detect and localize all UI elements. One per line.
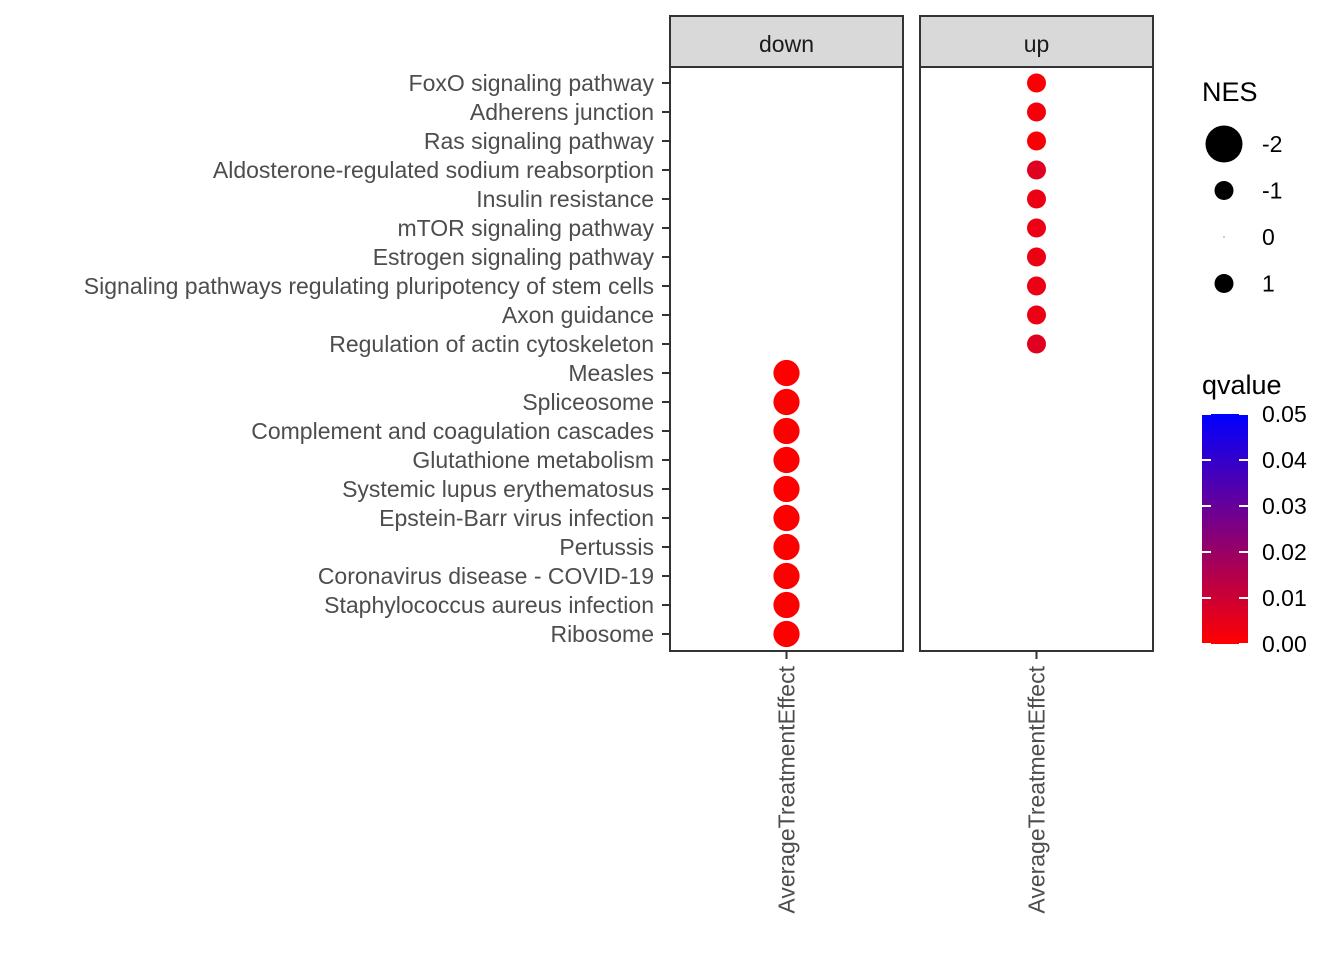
data-point bbox=[1027, 247, 1046, 267]
y-axis: FoxO signaling pathway Adherens junction R… bbox=[84, 70, 670, 647]
legend-size-key bbox=[1205, 125, 1243, 163]
y-tick-label: Staphylococcus aureus infection bbox=[324, 592, 654, 618]
legend-color-bar bbox=[1202, 414, 1248, 644]
data-point bbox=[773, 504, 800, 532]
legend-size-title: NES bbox=[1202, 77, 1258, 107]
y-tick-label: Pertussis bbox=[559, 534, 654, 560]
y-tick-label: mTOR signaling pathway bbox=[397, 215, 654, 241]
data-point bbox=[773, 533, 800, 561]
legend-color-label: 0.00 bbox=[1262, 631, 1307, 657]
y-tick-label: Adherens junction bbox=[470, 99, 654, 125]
x-tick-label: AverageTreatmentEffect bbox=[1024, 665, 1050, 913]
y-tick-label: Epstein-Barr virus infection bbox=[379, 505, 654, 531]
legend-size-label: -2 bbox=[1262, 131, 1282, 157]
data-point bbox=[773, 591, 800, 619]
y-tick-label: Insulin resistance bbox=[476, 186, 654, 212]
data-point bbox=[773, 620, 800, 648]
y-tick-label: Systemic lupus erythematosus bbox=[342, 476, 654, 502]
strip-label-up: up bbox=[1024, 31, 1050, 57]
data-point bbox=[1027, 160, 1046, 180]
data-point bbox=[773, 417, 800, 445]
legend-color-label: 0.05 bbox=[1262, 401, 1307, 427]
strip-up bbox=[919, 15, 1154, 68]
data-point bbox=[773, 475, 800, 503]
legend-color-label: 0.04 bbox=[1262, 447, 1307, 473]
legend-size-label: 0 bbox=[1262, 224, 1275, 250]
legend-size-key bbox=[1214, 181, 1234, 200]
y-tick-label: Glutathione metabolism bbox=[412, 447, 654, 473]
legend-color-label: 0.03 bbox=[1262, 493, 1307, 519]
x-tick-label: AverageTreatmentEffect bbox=[774, 665, 800, 913]
y-tick-label: Spliceosome bbox=[522, 389, 654, 415]
panel-background-up bbox=[920, 67, 1153, 651]
data-point bbox=[1027, 102, 1046, 122]
data-point bbox=[773, 359, 800, 387]
y-tick-label: Signaling pathways regulating pluripoten… bbox=[84, 273, 654, 299]
strip-down bbox=[669, 15, 904, 68]
facet-panels: down up bbox=[669, 15, 1154, 652]
data-point bbox=[1027, 305, 1046, 325]
y-tick-label: Regulation of actin cytoskeleton bbox=[329, 331, 654, 357]
data-points bbox=[773, 73, 1046, 648]
data-point bbox=[773, 388, 800, 416]
data-point bbox=[1027, 189, 1046, 209]
y-tick-label: Estrogen signaling pathway bbox=[373, 244, 655, 270]
y-tick-label: Aldosterone-regulated sodium reabsorptio… bbox=[213, 157, 654, 183]
legend-color-label: 0.02 bbox=[1262, 539, 1307, 565]
data-point bbox=[773, 446, 800, 474]
legend-size-key bbox=[1214, 274, 1234, 293]
y-tick-label: Ras signaling pathway bbox=[424, 128, 655, 154]
data-point bbox=[1027, 131, 1046, 151]
legend-color-label: 0.01 bbox=[1262, 585, 1307, 611]
data-point bbox=[1027, 218, 1046, 238]
legend-size-key bbox=[1223, 236, 1225, 238]
data-point bbox=[773, 562, 800, 590]
y-tick-label: Coronavirus disease - COVID-19 bbox=[318, 563, 654, 589]
x-axis: AverageTreatmentEffect AverageTreatmentEf… bbox=[774, 651, 1050, 914]
legend-size-label: -1 bbox=[1262, 178, 1282, 204]
y-tick-label: Ribosome bbox=[550, 621, 654, 647]
y-tick-label: Complement and coagulation cascades bbox=[251, 418, 654, 444]
y-tick-label: FoxO signaling pathway bbox=[409, 70, 655, 96]
legend-size-label: 1 bbox=[1262, 271, 1275, 297]
data-point bbox=[1027, 334, 1046, 354]
legend-color-title: qvalue bbox=[1202, 370, 1282, 400]
y-tick-label: Axon guidance bbox=[502, 302, 654, 328]
y-tick-label: Measles bbox=[568, 360, 654, 386]
data-point bbox=[1027, 276, 1046, 296]
data-point bbox=[1027, 73, 1046, 93]
strip-label-down: down bbox=[759, 31, 814, 57]
